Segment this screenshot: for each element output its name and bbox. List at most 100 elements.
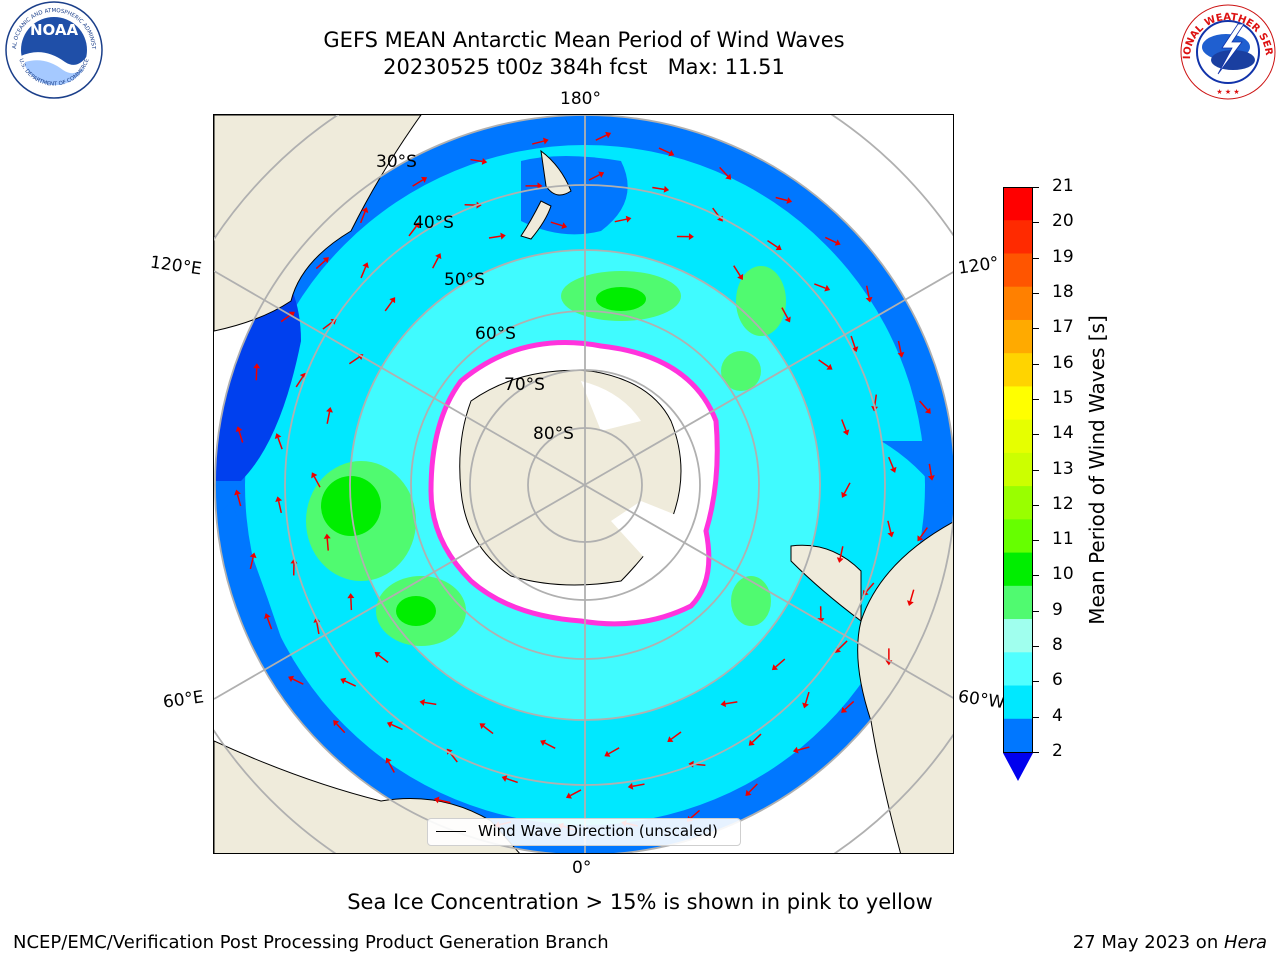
wind-vector bbox=[775, 196, 788, 202]
new-zealand bbox=[520, 149, 572, 240]
wind-vector bbox=[690, 809, 701, 819]
wind-vector bbox=[295, 376, 304, 388]
wind-vector bbox=[652, 186, 665, 191]
wind-vector bbox=[824, 236, 837, 244]
wind-vector bbox=[316, 622, 320, 635]
colorbar-cell bbox=[1003, 319, 1033, 354]
colorbar-tick-mark bbox=[1033, 716, 1039, 718]
colorbar-tick-label: 18 bbox=[1052, 281, 1074, 302]
wind-vector-head bbox=[435, 253, 442, 260]
colorbar-tick-label: 9 bbox=[1052, 599, 1063, 620]
lat-label-50s: 50°S bbox=[444, 270, 485, 290]
wind-vector bbox=[919, 400, 929, 411]
colorbar-tick-label: 10 bbox=[1052, 564, 1074, 585]
wind-vector-head bbox=[824, 284, 831, 292]
wind-vector-head bbox=[737, 273, 744, 281]
wind-vector-head bbox=[311, 472, 318, 479]
wind-vector-head bbox=[834, 239, 841, 246]
colorbar-cell bbox=[1003, 718, 1033, 753]
wind-vector bbox=[266, 617, 273, 630]
wind-vector-head bbox=[897, 351, 905, 358]
colorbar-cell bbox=[1003, 253, 1033, 288]
colorbar bbox=[1003, 187, 1033, 781]
wind-vector-head bbox=[275, 496, 283, 502]
wind-vector-head bbox=[235, 426, 243, 433]
wind-vector-head bbox=[786, 197, 793, 204]
colorbar-cell bbox=[1003, 685, 1033, 720]
wind-vector bbox=[236, 494, 242, 507]
footer-left: NCEP/EMC/Verification Post Processing Pr… bbox=[13, 932, 609, 953]
wind-vector bbox=[919, 527, 928, 538]
wind-vector-head bbox=[302, 740, 310, 747]
wind-vector-head bbox=[565, 792, 573, 799]
wind-vector bbox=[226, 331, 233, 344]
wind-vector bbox=[748, 783, 758, 793]
wind-vector bbox=[305, 744, 312, 757]
wind-vector bbox=[751, 733, 762, 743]
wind-vector-head bbox=[386, 721, 393, 728]
wind-vector bbox=[488, 235, 501, 239]
wind-vector-head bbox=[688, 233, 694, 241]
wind-vector bbox=[725, 701, 738, 705]
wind-vector bbox=[322, 321, 333, 330]
wind-vector bbox=[326, 538, 329, 551]
wind-vector-head bbox=[274, 433, 282, 440]
wind-vector bbox=[550, 221, 563, 227]
colorbar-tick-mark bbox=[1033, 187, 1039, 188]
map-legend: Wind Wave Direction (unscaled) bbox=[427, 818, 741, 846]
wind-vector bbox=[277, 501, 283, 514]
wind-vector bbox=[570, 789, 582, 797]
wind-vector-head bbox=[225, 641, 232, 648]
colorbar-tick-label: 11 bbox=[1052, 529, 1074, 550]
wind-vector bbox=[858, 213, 869, 223]
lat-label-70s: 70°S bbox=[504, 375, 545, 395]
wind-vector bbox=[733, 265, 741, 277]
wind-vector bbox=[391, 723, 403, 731]
colorbar-tick-label: 6 bbox=[1052, 670, 1063, 691]
wind-vector bbox=[595, 134, 607, 141]
wind-vector-head bbox=[385, 757, 392, 764]
wind-vector bbox=[249, 557, 254, 570]
wind-vector bbox=[408, 225, 417, 237]
wind-vector-head bbox=[501, 775, 508, 782]
wind-vector-head bbox=[481, 158, 488, 165]
wind-vector-head bbox=[542, 137, 549, 145]
lat-label-40s: 40°S bbox=[413, 213, 454, 233]
wind-vector-head bbox=[934, 326, 941, 333]
wind-vector-head bbox=[826, 363, 833, 370]
wind-vector bbox=[360, 266, 367, 279]
colorbar-cell bbox=[1003, 619, 1033, 653]
wind-vector-head bbox=[842, 429, 850, 436]
lon-label-120w: 120° bbox=[956, 253, 1001, 279]
colorbar-cell bbox=[1003, 552, 1033, 587]
wind-vector bbox=[843, 482, 851, 494]
wind-vector-head bbox=[927, 475, 935, 481]
wind-vector bbox=[614, 218, 627, 223]
wind-vector-head bbox=[821, 171, 828, 179]
wind-vector bbox=[818, 359, 829, 368]
colorbar-cell bbox=[1003, 386, 1033, 421]
legend-line-swatch bbox=[436, 831, 466, 832]
lon-label-0: 0° bbox=[572, 858, 592, 878]
wind-vector-head bbox=[419, 698, 425, 706]
wind-vector-head bbox=[605, 131, 612, 139]
colorbar-label: Mean Period of Wind Waves [s] bbox=[1085, 315, 1109, 625]
wind-vector bbox=[532, 140, 545, 145]
wind-vector-head bbox=[627, 782, 634, 790]
wind-vector bbox=[696, 116, 707, 126]
colorbar-tick-mark bbox=[1033, 752, 1039, 753]
colorbar-tick-mark bbox=[1033, 681, 1039, 683]
wind-vector-head bbox=[288, 675, 295, 683]
footer-machine: Hera bbox=[1223, 932, 1267, 953]
wind-vector-head bbox=[604, 750, 611, 757]
wind-vector bbox=[928, 463, 933, 476]
colorbar-tick-mark bbox=[1033, 257, 1039, 259]
wind-vector bbox=[238, 430, 244, 443]
colorbar-cell bbox=[1003, 652, 1033, 687]
wind-vector-head bbox=[763, 144, 770, 151]
colorbar-cell bbox=[1003, 187, 1033, 221]
wind-vector-head bbox=[433, 796, 440, 804]
wind-vector-head bbox=[841, 706, 848, 713]
wind-vector bbox=[781, 307, 789, 319]
wind-vector bbox=[865, 285, 870, 298]
